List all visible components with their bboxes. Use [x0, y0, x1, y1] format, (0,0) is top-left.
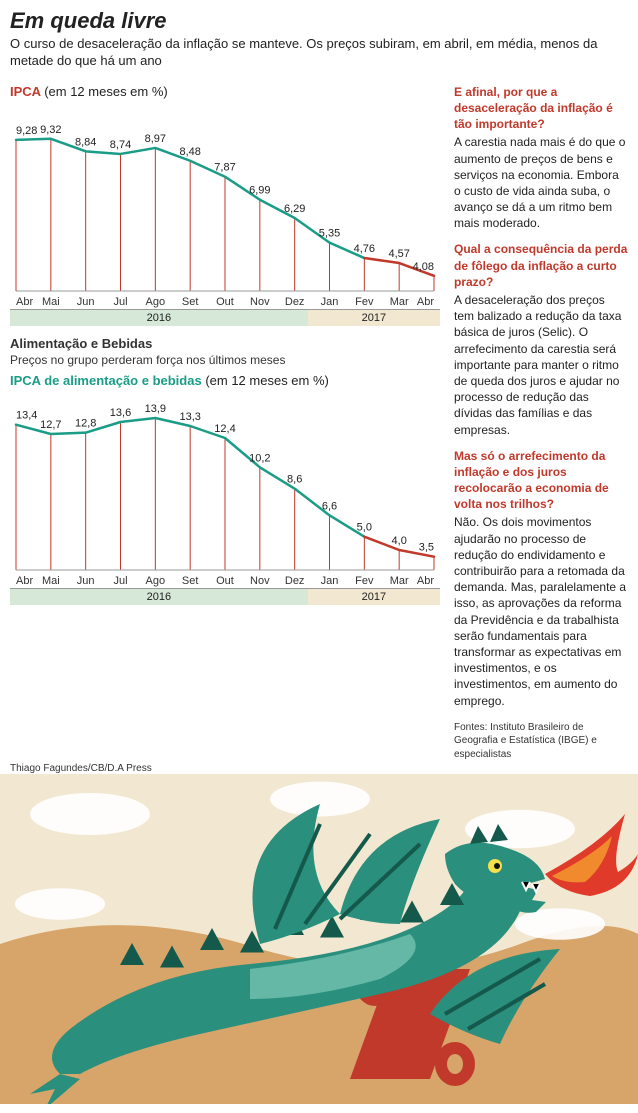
month-label: Out	[216, 575, 234, 587]
value-label: 12,8	[75, 417, 96, 429]
chart2-unit: (em 12 meses em %)	[205, 373, 329, 388]
month-label: Abr	[16, 575, 33, 587]
month-label: Fev	[355, 296, 374, 308]
month-label: Jul	[113, 575, 127, 587]
month-label: Mar	[390, 296, 409, 308]
month-label: Abr	[417, 296, 434, 308]
month-label: Jan	[321, 575, 339, 587]
charts-column: IPCA (em 12 meses em %) 9,289,32 8,84 8,74…	[10, 74, 440, 761]
month-label: Mar	[390, 575, 409, 587]
month-label: Jul	[113, 296, 127, 308]
month-label: Set	[182, 575, 199, 587]
header: Em queda livre O curso de desaceleração …	[0, 0, 638, 74]
value-label: 12,7	[40, 419, 61, 431]
month-label: Nov	[250, 575, 270, 587]
value-label: 8,97	[145, 133, 166, 145]
chart2-svg: 13,412,7 12,8 13,6 13,9 13,3 12,4 10,2 8,6 6,6 5,…	[10, 388, 440, 588]
value-label: 8,48	[179, 146, 200, 158]
value-label: 7,87	[214, 161, 235, 173]
value-label: 3,5	[419, 541, 434, 553]
value-label: 12,4	[214, 423, 235, 435]
value-label: 13,9	[145, 403, 166, 415]
value-label: 6,29	[284, 203, 305, 215]
value-label: 6,6	[322, 500, 337, 512]
value-label: 5,0	[357, 521, 372, 533]
value-label: 9,32	[40, 124, 61, 136]
month-label: Out	[216, 296, 234, 308]
page-title: Em queda livre	[10, 8, 628, 34]
answer: A carestia nada mais é do que o aumento …	[454, 134, 628, 231]
value-label: 13,4	[16, 409, 37, 421]
chart1-title: IPCA (em 12 meses em %)	[10, 84, 440, 99]
year-label: 2017	[308, 309, 440, 326]
content-row: IPCA (em 12 meses em %) 9,289,32 8,84 8,74…	[0, 74, 638, 761]
month-label: Jun	[77, 575, 95, 587]
chart1-year-axis: 20162017	[10, 309, 440, 326]
month-label: Set	[182, 296, 199, 308]
year-label: 2017	[308, 588, 440, 605]
value-label: 10,2	[249, 452, 270, 464]
value-label: 8,74	[110, 139, 131, 151]
value-label: 4,76	[354, 243, 375, 255]
month-label: Abr	[16, 296, 33, 308]
value-label: 4,08	[413, 261, 434, 273]
month-label: Jun	[77, 296, 95, 308]
chart1-unit: (em 12 meses em %)	[44, 84, 168, 99]
value-label: 13,6	[110, 407, 131, 419]
year-label: 2016	[10, 309, 308, 326]
value-label: 4,57	[388, 248, 409, 260]
value-label: 5,35	[319, 227, 340, 239]
year-label: 2016	[10, 588, 308, 605]
month-label: Nov	[250, 296, 270, 308]
month-label: Dez	[285, 575, 305, 587]
sources-text: Fontes: Instituto Brasileiro de Geografi…	[454, 721, 628, 762]
answer: A desaceleração dos preços tem balizado …	[454, 292, 628, 438]
qa-column: E afinal, por que a desaceleração da inf…	[454, 74, 628, 761]
value-label: 8,6	[287, 473, 302, 485]
dragon-illustration	[0, 774, 638, 1104]
chart2-group-title: Alimentação e Bebidas	[10, 336, 440, 351]
value-label: 6,99	[249, 185, 270, 197]
question: Mas só o arrefecimento da inflação e dos…	[454, 448, 628, 513]
chart-food: Alimentação e Bebidas Preços no grupo pe…	[10, 336, 440, 605]
infographic-page: Em queda livre O curso de desaceleração …	[0, 0, 638, 1109]
value-label: 13,3	[179, 411, 200, 423]
chart2-title: IPCA de alimentação e bebidas (em 12 mes…	[10, 373, 440, 388]
month-label: Fev	[355, 575, 374, 587]
value-label: 9,28	[16, 125, 37, 137]
month-label: Mai	[42, 575, 60, 587]
page-subtitle: O curso de desaceleração da inflação se …	[10, 36, 620, 70]
month-label: Ago	[146, 296, 166, 308]
month-label: Abr	[417, 575, 434, 587]
chart1-title-text: IPCA	[10, 84, 41, 99]
chart1-svg: 9,289,32 8,84 8,74 8,97 8,48 7,87 6,99 6,29 5,35…	[10, 99, 440, 309]
chart2-group-desc: Preços no grupo perderam força nos últim…	[10, 353, 440, 367]
chart-ipca: IPCA (em 12 meses em %) 9,289,32 8,84 8,74…	[10, 84, 440, 326]
month-label: Jan	[321, 296, 339, 308]
value-label: 4,0	[392, 535, 407, 547]
answer: Não. Os dois movimentos ajudarão no proc…	[454, 514, 628, 708]
chart2-year-axis: 20162017	[10, 588, 440, 605]
image-credit: Thiago Fagundes/CB/D.A Press	[0, 761, 638, 774]
question: Qual a consequência da perda de fôlego d…	[454, 241, 628, 290]
month-label: Mai	[42, 296, 60, 308]
chart2-title-text: IPCA de alimentação e bebidas	[10, 373, 202, 388]
value-label: 8,84	[75, 136, 96, 148]
month-label: Dez	[285, 296, 305, 308]
question: E afinal, por que a desaceleração da inf…	[454, 84, 628, 133]
month-label: Ago	[146, 575, 166, 587]
